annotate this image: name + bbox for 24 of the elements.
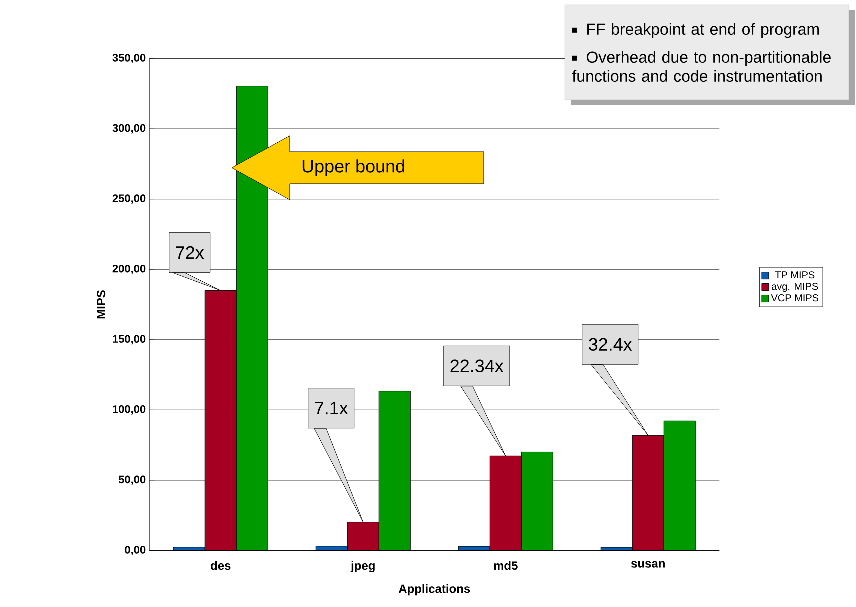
annotation: 22.34x xyxy=(450,360,504,373)
text: FF breakpoint at end of program xyxy=(588,23,819,38)
x-tick-label: md5 xyxy=(494,561,518,570)
x-tick-label: des xyxy=(211,561,231,570)
y-tick-label: 100,00 xyxy=(113,406,146,415)
y-tick-label: 300,00 xyxy=(112,124,146,134)
y-tick-label: 200,00 xyxy=(112,264,146,274)
y-axis-title: MIPS xyxy=(97,290,106,319)
y-tick-label: 0,00 xyxy=(125,546,146,556)
x-axis-title: Applications xyxy=(398,584,470,596)
annotation: 7.1x xyxy=(315,402,348,415)
legend-label: TP MIPS xyxy=(775,272,815,279)
x-tick-label: jpeg xyxy=(350,561,375,573)
legend-label: VCP MIPS xyxy=(771,294,819,302)
y-tick-label: 350,00 xyxy=(112,54,146,64)
annotation: 32.4x xyxy=(589,338,632,351)
x-tick-label: susan xyxy=(631,561,665,568)
legend-label: avg. MIPS xyxy=(772,283,818,292)
annotation: 72x xyxy=(176,246,204,259)
y-tick-label: 250,00 xyxy=(112,194,146,204)
annotation: Overhead due to non-partitionable functions and code instrumentation xyxy=(572,51,831,82)
annotation: Upper bound xyxy=(302,160,404,176)
y-tick-label: 50,00 xyxy=(118,476,146,486)
y-tick-label: 150,00 xyxy=(113,335,146,345)
